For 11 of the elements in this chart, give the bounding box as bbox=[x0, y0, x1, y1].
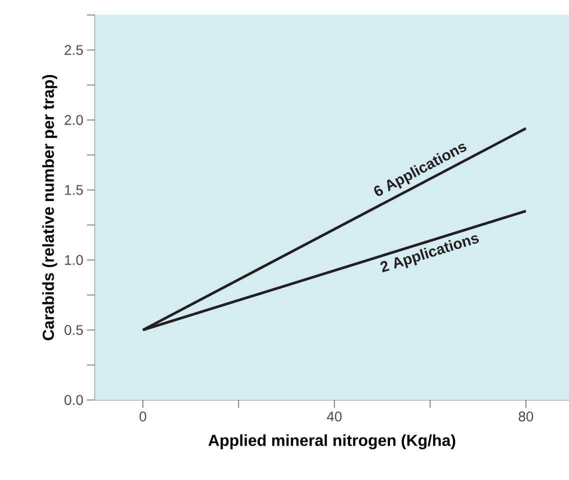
y-axis-title: Carabids (relative number per trap) bbox=[42, 74, 58, 340]
y-tick-label: 1.0 bbox=[65, 255, 83, 265]
y-tick-label: 0.5 bbox=[64, 325, 83, 335]
y-tick-label: 2.5 bbox=[64, 45, 83, 55]
y-tick-label: 1.5 bbox=[65, 185, 83, 195]
y-tick-label: 2.0 bbox=[64, 115, 83, 125]
x-tick-label: 80 bbox=[518, 412, 534, 422]
x-tick-label: 40 bbox=[326, 412, 342, 422]
y-tick-label: 0.0 bbox=[64, 395, 83, 405]
x-tick-label: 0 bbox=[140, 412, 146, 422]
x-axis-title: Applied mineral nitrogen (Kg/ha) bbox=[208, 434, 456, 450]
